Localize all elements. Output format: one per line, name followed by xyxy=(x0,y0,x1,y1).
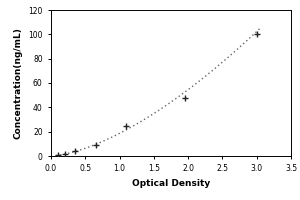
Y-axis label: Concentration(ng/mL): Concentration(ng/mL) xyxy=(14,27,22,139)
X-axis label: Optical Density: Optical Density xyxy=(132,179,210,188)
